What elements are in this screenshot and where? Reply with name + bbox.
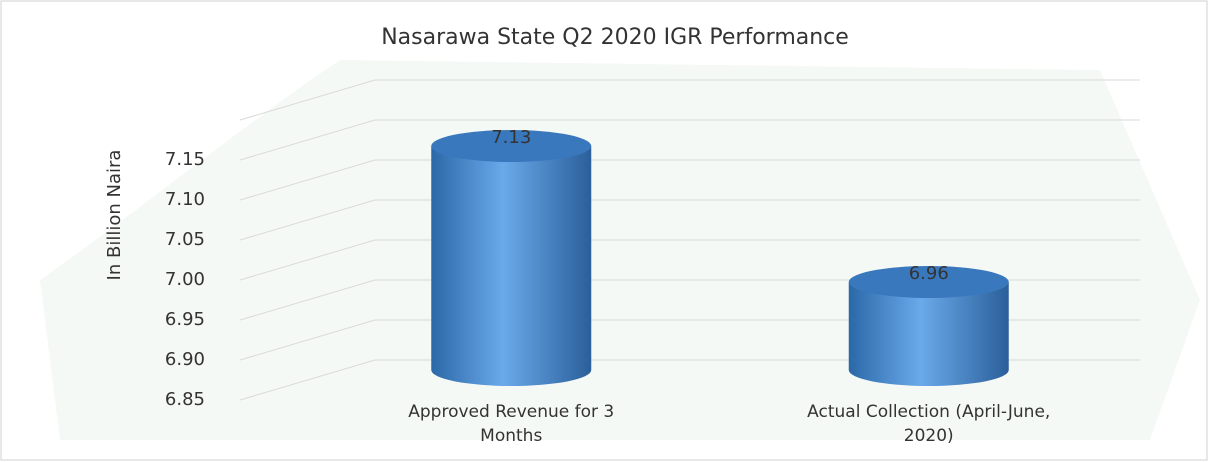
y-tick-label: 7.15 [165,149,205,170]
y-tick-label: 6.95 [165,309,205,330]
y-tick-label: 7.00 [165,269,205,290]
y-tick-label: 7.10 [165,189,205,210]
grid-line [239,119,1140,161]
y-tick-label: 6.90 [165,349,205,370]
bar [431,146,592,386]
x-tick-label: Actual Collection (April-June, 2020) [807,402,1051,446]
bars: 7.13 6.96 [431,127,1009,386]
grid-line [239,239,1140,281]
grid-line [239,199,1140,241]
data-label: 7.13 [491,127,531,148]
y-tick-label: 6.85 [165,389,205,410]
grid: 6.85 6.90 6.95 7.00 7.05 7.10 7.15 [165,79,1140,410]
x-tick-label-box: Approved Revenue for 3 Months [408,402,615,446]
y-tick-label: 7.05 [165,229,205,250]
chart-title: Nasarawa State Q2 2020 IGR Performance [381,25,849,50]
data-label: 6.96 [909,263,949,284]
grid-line [239,79,1140,121]
grid-line [239,159,1140,201]
x-tick-label: Approved Revenue for 3 Months [408,402,615,446]
bar-top [431,130,592,162]
y-axis-label: In Billion Naira [104,150,125,281]
x-tick-label-box: Actual Collection (April-June, 2020) [807,402,1051,446]
bar [848,282,1009,386]
bar-top [848,266,1009,298]
